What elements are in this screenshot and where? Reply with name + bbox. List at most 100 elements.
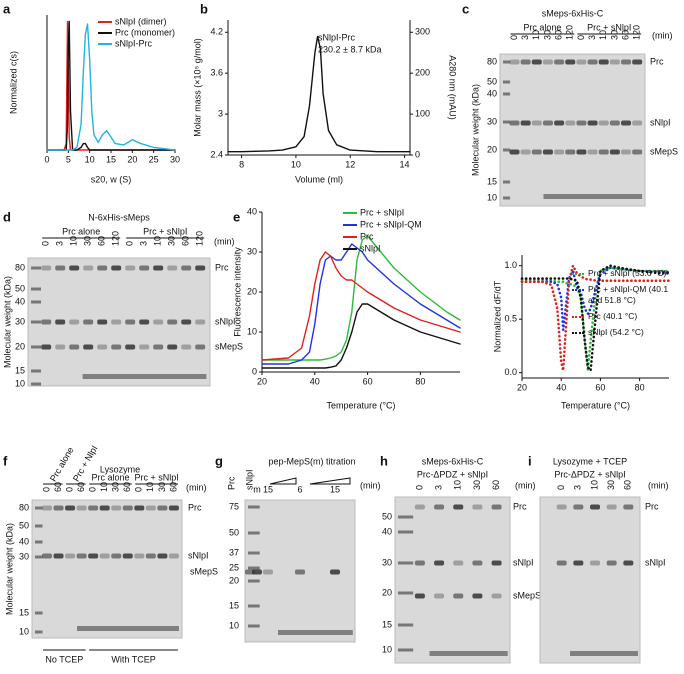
y2-tick-label: 200 bbox=[415, 68, 430, 78]
y-tick-label: 3.6 bbox=[210, 68, 223, 78]
lane-label: 30 bbox=[472, 480, 482, 490]
gel-title: Prc-ΔPDZ + sNlpI bbox=[417, 469, 488, 479]
protein-band bbox=[139, 319, 150, 325]
x-tick-label: 30 bbox=[170, 154, 180, 164]
series-line bbox=[227, 35, 411, 153]
gel-y-label: Molecular weight (kDa) bbox=[4, 523, 14, 615]
ladder-band bbox=[248, 579, 260, 583]
marker-label: 30 bbox=[487, 116, 497, 126]
y-tick-label: 0.0 bbox=[504, 367, 517, 377]
lane-label: 30 bbox=[606, 480, 616, 490]
x-tick-label: 40 bbox=[310, 376, 320, 386]
protein-band bbox=[509, 120, 520, 126]
protein-band bbox=[65, 553, 76, 559]
y2-tick-label: 300 bbox=[415, 27, 430, 37]
protein-band bbox=[125, 344, 136, 350]
ladder-band bbox=[248, 531, 260, 535]
protein-band bbox=[195, 319, 206, 325]
protein-band bbox=[53, 505, 64, 511]
group-label: Prc + sNlpI bbox=[587, 22, 631, 32]
low-mw-band bbox=[543, 194, 643, 199]
low-mw-band bbox=[429, 651, 508, 656]
series-line bbox=[520, 264, 671, 372]
protein-band bbox=[168, 553, 179, 559]
band-label: Prc bbox=[650, 56, 664, 66]
group-label: Prc + sNlpI bbox=[143, 226, 187, 236]
protein-band bbox=[111, 319, 122, 325]
lane-label: 0 bbox=[576, 35, 586, 40]
ladder-band bbox=[398, 515, 414, 519]
x-axis-label: Temperature (°C) bbox=[326, 400, 395, 410]
lane-label: 60 bbox=[491, 480, 501, 490]
lane-label: 0 bbox=[556, 485, 566, 490]
protein-band bbox=[195, 344, 206, 350]
ladder-band bbox=[35, 524, 43, 528]
protein-band bbox=[509, 59, 520, 65]
x-tick-label: 14 bbox=[400, 159, 410, 169]
series-line bbox=[46, 23, 176, 151]
lane-label: 0 bbox=[509, 35, 519, 40]
protein-band bbox=[181, 319, 192, 325]
marker-label: 15 bbox=[19, 607, 29, 617]
lane-label: Prc bbox=[226, 476, 236, 490]
ladder-band bbox=[248, 624, 260, 628]
low-mw-band bbox=[570, 651, 638, 656]
series-line bbox=[46, 20, 176, 151]
ladder-band bbox=[31, 300, 41, 304]
protein-band bbox=[565, 120, 576, 126]
protein-band bbox=[621, 149, 632, 155]
protein-band bbox=[41, 319, 52, 325]
x-tick-label: 60 bbox=[363, 376, 373, 386]
band-label: sNlpI bbox=[215, 316, 236, 326]
protein-band bbox=[145, 553, 156, 559]
band-label: sNlpI bbox=[513, 557, 534, 567]
protein-band bbox=[554, 149, 565, 155]
gel-title: pep-MepS(m) titration bbox=[268, 456, 355, 466]
y-axis-label: Molar mass (×10⁵ g/mol) bbox=[192, 38, 202, 137]
protein-band bbox=[414, 504, 425, 510]
protein-band bbox=[554, 120, 565, 126]
unit-label: (min) bbox=[360, 480, 381, 490]
x-axis-label: Volume (ml) bbox=[295, 174, 343, 184]
group-label: Prc + sNlpI bbox=[134, 472, 178, 482]
gel-y-label: Molecular weight (kDa) bbox=[470, 84, 480, 176]
annotation: 230.2 ± 8.7 kDa bbox=[318, 44, 381, 54]
ladder-band bbox=[503, 148, 511, 152]
lane-label: 10 bbox=[453, 480, 463, 490]
x-tick-label: 10 bbox=[85, 154, 95, 164]
legend-label: Prc (monomer) bbox=[115, 27, 175, 37]
x-axis-label: Temperature (°C) bbox=[561, 400, 630, 410]
gel-title: sMeps-6xHis-C bbox=[422, 456, 484, 466]
protein-band bbox=[621, 59, 632, 65]
ladder-band bbox=[398, 530, 414, 534]
lane-label: 15 bbox=[330, 484, 340, 494]
band-label: sMepS bbox=[650, 146, 678, 156]
marker-label: 50 bbox=[229, 527, 239, 537]
protein-band bbox=[55, 319, 66, 325]
band-label: sNlpI bbox=[188, 550, 209, 560]
lane-label: 0 bbox=[41, 241, 51, 246]
protein-band bbox=[181, 265, 192, 271]
ladder-band bbox=[398, 648, 414, 652]
gel bbox=[539, 496, 641, 664]
marker-label: 10 bbox=[229, 620, 239, 630]
lane-label: 120 bbox=[632, 25, 642, 40]
protein-band bbox=[111, 553, 122, 559]
lane-label: 0 bbox=[41, 487, 51, 492]
band-label: Prc bbox=[188, 502, 202, 512]
lane-label: 60 bbox=[53, 482, 63, 492]
band-label: sNlpI bbox=[645, 557, 666, 567]
protein-band bbox=[414, 593, 425, 599]
protein-band bbox=[520, 120, 531, 126]
x-tick-label: 60 bbox=[595, 382, 605, 392]
x-tick-label: 0 bbox=[44, 154, 49, 164]
gel-title: sMeps-6xHis-C bbox=[542, 8, 604, 18]
marker-label: 50 bbox=[19, 520, 29, 530]
protein-band bbox=[139, 265, 150, 271]
lane-label: 30 bbox=[609, 30, 619, 40]
protein-band bbox=[542, 120, 553, 126]
protein-band bbox=[609, 149, 620, 155]
x-tick-label: 20 bbox=[257, 376, 267, 386]
y-tick-label: 10 bbox=[247, 326, 257, 336]
legend: Prc + sNlpI (53.6 °C) Prc + sNlpI-QM (40.… bbox=[572, 268, 668, 337]
